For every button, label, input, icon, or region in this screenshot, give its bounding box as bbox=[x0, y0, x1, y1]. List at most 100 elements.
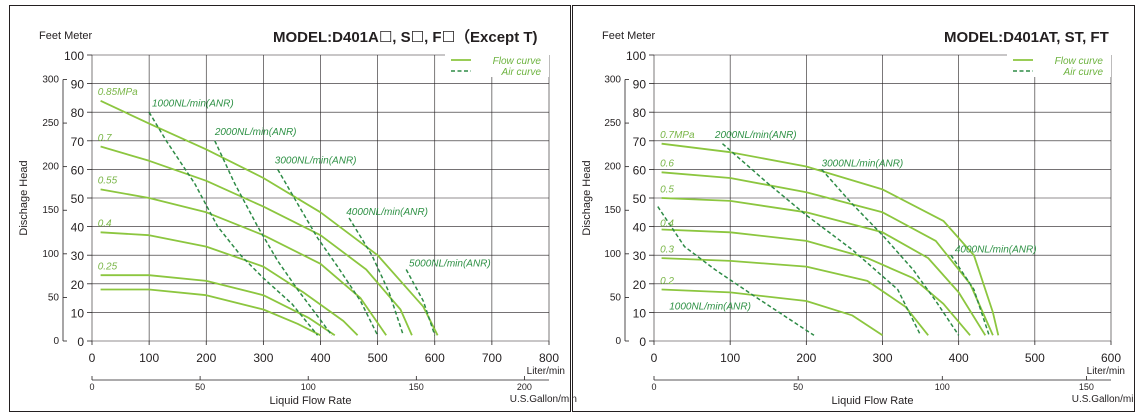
gallon-tick-label: 150 bbox=[1079, 382, 1094, 392]
flow-curve-label: 0.85MPa bbox=[98, 87, 138, 98]
flow-curve-label: 0.5 bbox=[660, 184, 674, 195]
y-tick-label: 100 bbox=[64, 49, 84, 63]
air-curve bbox=[277, 169, 379, 336]
feet-tick-label: 0 bbox=[615, 336, 621, 347]
flow-curve-label: 0.7MPa bbox=[660, 130, 695, 141]
flow-curve-label: 0.25 bbox=[98, 262, 118, 273]
x-tick-label: 0 bbox=[651, 351, 658, 365]
x-unit-gallon: U.S.Gallon/min bbox=[510, 394, 577, 405]
y-tick-label: 10 bbox=[71, 306, 85, 320]
flow-curve-label: 0.4 bbox=[660, 219, 674, 230]
x-tick-label: 200 bbox=[196, 351, 216, 365]
air-curve-label: 4000NL/min(ANR) bbox=[955, 244, 1037, 255]
y-tick-label: 90 bbox=[633, 78, 647, 92]
feet-tick-label: 100 bbox=[42, 249, 59, 260]
y-tick-label: 0 bbox=[77, 335, 84, 349]
x-unit-liter: Liter/min bbox=[1087, 366, 1125, 377]
flow-curve bbox=[100, 288, 321, 337]
x-tick-label: 800 bbox=[539, 351, 559, 365]
x-axis-title: Liquid Flow Rate bbox=[832, 395, 914, 407]
y-tick-label: 60 bbox=[633, 163, 647, 177]
legend-air-label: Air curve bbox=[501, 67, 542, 78]
x-axis-title: Liquid Flow Rate bbox=[270, 395, 352, 407]
flow-curve-label: 0.3 bbox=[660, 244, 674, 255]
flow-curve bbox=[100, 145, 413, 336]
feet-tick-label: 200 bbox=[42, 162, 59, 173]
y-tick-label: 60 bbox=[71, 163, 85, 177]
flow-curve bbox=[661, 142, 1000, 336]
units-label: Feet Meter bbox=[602, 30, 656, 42]
chart-title: MODEL:D401A☐, S☐, F☐（Except T) bbox=[273, 28, 538, 46]
chart-panel-right: 0 10 20 30 40 50 60 70 80 90 100 0 50 100 150 200 250 300… bbox=[572, 5, 1135, 412]
flow-curve bbox=[661, 288, 883, 337]
air-curve-label: 3000NL/min(ANR) bbox=[822, 159, 904, 170]
flow-curve-label: 0.2 bbox=[660, 276, 674, 287]
y-tick-label: 20 bbox=[633, 278, 647, 292]
flow-curve bbox=[661, 228, 971, 336]
flow-curve bbox=[661, 257, 929, 336]
y-tick-label: 30 bbox=[633, 249, 647, 263]
feet-tick-label: 50 bbox=[48, 292, 60, 303]
air-curve-label: 4000NL/min(ANR) bbox=[346, 207, 428, 218]
y-tick-label: 90 bbox=[71, 78, 85, 92]
x-tick-label: 400 bbox=[949, 351, 969, 365]
y-tick-label: 0 bbox=[639, 335, 646, 349]
x-tick-label: 600 bbox=[1101, 351, 1121, 365]
gallon-tick-label: 150 bbox=[409, 382, 424, 392]
air-curve-label: 1000NL/min(ANR) bbox=[152, 98, 234, 109]
x-unit-gallon: U.S.Gallon/min bbox=[1072, 394, 1135, 405]
air-curve bbox=[950, 254, 990, 336]
y-tick-label: 100 bbox=[626, 49, 646, 63]
y-tick-label: 80 bbox=[71, 106, 85, 120]
legend-box bbox=[1007, 53, 1111, 77]
y-tick-label: 40 bbox=[71, 221, 85, 235]
flow-curve-label: 0.4 bbox=[98, 219, 112, 230]
air-curve bbox=[722, 143, 922, 336]
flow-curve bbox=[661, 197, 987, 336]
air-curve bbox=[348, 217, 405, 336]
x-tick-label: 100 bbox=[139, 351, 159, 365]
x-tick-label: 300 bbox=[253, 351, 273, 365]
flow-curve bbox=[100, 231, 359, 336]
y-tick-label: 20 bbox=[71, 278, 85, 292]
flow-curve-label: 0.7 bbox=[98, 133, 112, 144]
air-curve-label: 5000NL/min(ANR) bbox=[409, 259, 491, 270]
chart-panel-left: 0 10 20 30 40 50 60 70 80 90 100 0 50 100 150 200 250 300… bbox=[9, 5, 577, 412]
chart-frame bbox=[9, 5, 571, 412]
y-axis-title: Dischage Head bbox=[581, 160, 593, 235]
air-curve-label: 3000NL/min(ANR) bbox=[275, 156, 357, 167]
x-tick-label: 0 bbox=[89, 351, 96, 365]
air-curve-label: 2000NL/min(ANR) bbox=[214, 127, 297, 138]
gallon-tick-label: 200 bbox=[517, 382, 532, 392]
flow-curve-label: 0.55 bbox=[98, 176, 118, 187]
gallon-tick-label: 50 bbox=[195, 382, 205, 392]
air-curve bbox=[214, 140, 333, 336]
air-curve-label: 2000NL/min(ANR) bbox=[714, 130, 797, 141]
x-tick-label: 300 bbox=[872, 351, 892, 365]
flow-curve bbox=[100, 188, 387, 336]
y-axis-title: Dischage Head bbox=[18, 160, 30, 235]
y-tick-label: 70 bbox=[633, 135, 647, 149]
air-curve bbox=[657, 206, 815, 336]
x-unit-liter: Liter/min bbox=[527, 366, 565, 377]
x-tick-label: 200 bbox=[796, 351, 816, 365]
y-tick-label: 50 bbox=[71, 192, 85, 206]
y-tick-label: 10 bbox=[633, 306, 647, 320]
air-curve-label: 1000NL/min(ANR) bbox=[669, 302, 751, 313]
flow-curve-label: 0.6 bbox=[660, 159, 674, 170]
air-curve bbox=[148, 111, 319, 336]
feet-tick-label: 50 bbox=[610, 292, 622, 303]
y-tick-label: 70 bbox=[71, 135, 85, 149]
feet-tick-label: 100 bbox=[604, 249, 621, 260]
units-label: Feet Meter bbox=[39, 30, 93, 42]
gallon-tick-label: 100 bbox=[935, 382, 950, 392]
y-tick-label: 50 bbox=[633, 192, 647, 206]
y-tick-label: 40 bbox=[633, 221, 647, 235]
feet-tick-label: 250 bbox=[604, 118, 621, 129]
x-tick-label: 500 bbox=[1025, 351, 1045, 365]
feet-tick-label: 150 bbox=[604, 205, 621, 216]
legend-box bbox=[445, 53, 549, 77]
feet-tick-label: 200 bbox=[604, 162, 621, 173]
chart-title: MODEL:D401AT, ST, FT bbox=[944, 29, 1109, 46]
